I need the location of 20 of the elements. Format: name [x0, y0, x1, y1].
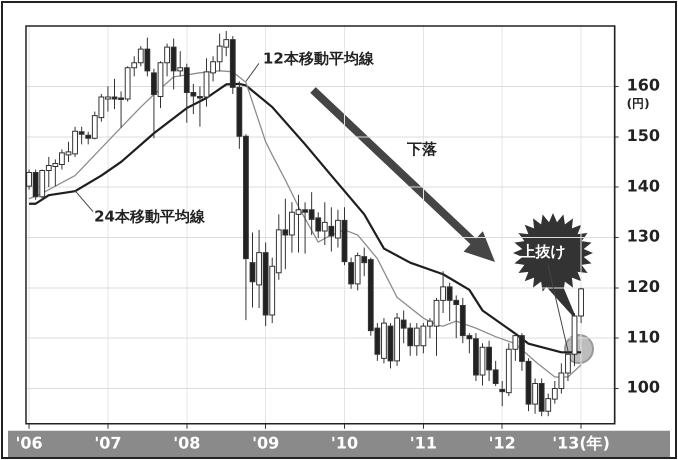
y-axis-title: (円): [626, 96, 650, 111]
x-tick-label: '07: [94, 434, 122, 453]
x-tick-label: '08: [173, 434, 200, 453]
y-tick-label: 130: [626, 226, 660, 246]
y-tick-label: 140: [626, 176, 660, 196]
x-tick-label: '06: [15, 434, 43, 453]
annotation: 12本移動平均線: [262, 49, 375, 68]
y-tick-label: 150: [626, 126, 660, 145]
x-tick-label: '11: [410, 434, 437, 453]
annotation: 下落: [406, 140, 438, 158]
y-tick-label: 110: [626, 327, 660, 346]
x-tick-label: '09: [252, 434, 280, 453]
annotation: 24本移動平均線: [94, 208, 206, 226]
y-tick-label: 120: [626, 277, 660, 296]
annotation: 上抜け: [519, 242, 566, 261]
x-tick-label: '13(年): [552, 434, 610, 453]
y-tick-label: 100: [626, 378, 660, 397]
x-tick-label: '12: [488, 434, 516, 453]
x-tick-label: '10: [330, 434, 358, 453]
y-tick-label: 160: [626, 76, 660, 95]
